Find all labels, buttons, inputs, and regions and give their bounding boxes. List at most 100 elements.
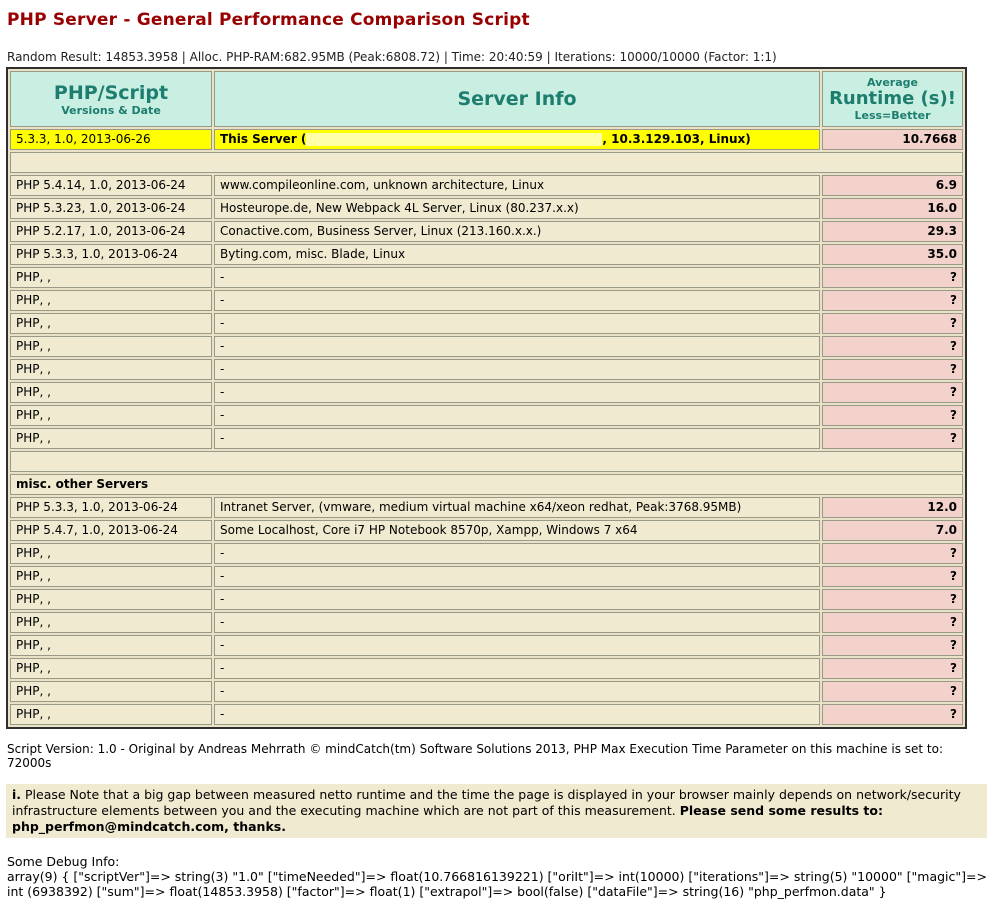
col-header-runtime: Average Runtime (s)! Less=Better — [822, 71, 963, 127]
col-header-server-info-title: Server Info — [457, 88, 577, 110]
php-version-cell: PHP, , — [10, 267, 212, 288]
php-version-cell: PHP, , — [10, 543, 212, 564]
php-version-cell: PHP 5.4.7, 1.0, 2013-06-24 — [10, 520, 212, 541]
redacted-hostname-patch — [306, 133, 603, 146]
col-header-server-info: Server Info — [214, 71, 820, 127]
server-info-cell: - — [214, 635, 820, 656]
php-version-cell: PHP, , — [10, 681, 212, 702]
col-header-php-script-title: PHP/Script — [53, 81, 169, 104]
server-name-suffix: , 10.3.129.103, Linux) — [602, 132, 751, 146]
server-info-cell: - — [214, 612, 820, 633]
php-version-cell: 5.3.3, 1.0, 2013-06-26 — [10, 129, 212, 150]
runtime-cell: ? — [822, 382, 963, 403]
php-version-cell: PHP, , — [10, 313, 212, 334]
runtime-cell: ? — [822, 658, 963, 679]
table-row: PHP 5.3.3, 1.0, 2013-06-24 Byting.com, mi… — [10, 244, 963, 265]
spacer-row — [10, 451, 963, 472]
performance-table: PHP/Script Versions & Date Server Info A… — [6, 67, 967, 729]
php-version-cell: PHP, , — [10, 635, 212, 656]
server-info-cell: - — [214, 658, 820, 679]
php-version-cell: PHP, , — [10, 428, 212, 449]
col-header-php-script-subtitle: Versions & Date — [61, 103, 161, 117]
table-row: PHP, , -? — [10, 382, 963, 403]
page: PHP Server - General Performance Compari… — [6, 10, 987, 899]
php-version-cell: PHP 5.3.23, 1.0, 2013-06-24 — [10, 198, 212, 219]
server-info-cell: - — [214, 543, 820, 564]
table-row: PHP, , -? — [10, 290, 963, 311]
server-info-cell: - — [214, 589, 820, 610]
table-row: PHP, , -? — [10, 612, 963, 633]
php-version-cell: PHP, , — [10, 359, 212, 380]
table-row: PHP 5.3.23, 1.0, 2013-06-24 Hosteurope.de… — [10, 198, 963, 219]
php-version-cell: PHP, , — [10, 382, 212, 403]
table-row: PHP, , -? — [10, 428, 963, 449]
spacer-cell — [10, 451, 963, 472]
runtime-cell: ? — [822, 635, 963, 656]
runtime-cell: ? — [822, 428, 963, 449]
server-info-cell: - — [214, 681, 820, 702]
server-info-cell: - — [214, 359, 820, 380]
server-info-cell: - — [214, 267, 820, 288]
note-body: Please Note that a big gap between measu… — [12, 787, 961, 818]
php-version-cell: PHP 5.3.3, 1.0, 2013-06-24 — [10, 244, 212, 265]
runtime-cell: ? — [822, 359, 963, 380]
table-header-row: PHP/Script Versions & Date Server Info A… — [10, 71, 963, 127]
server-info-cell: - — [214, 704, 820, 725]
runtime-cell: ? — [822, 405, 963, 426]
runtime-cell: 29.3 — [822, 221, 963, 242]
col-header-runtime-subtitle: Less=Better — [854, 109, 931, 122]
table-row: PHP, , -? — [10, 635, 963, 656]
table-row: PHP, , -? — [10, 658, 963, 679]
script-version-line: Script Version: 1.0 - Original by Andrea… — [7, 742, 943, 770]
section-label-row: misc. other Servers — [10, 474, 963, 495]
php-version-cell: PHP, , — [10, 658, 212, 679]
runtime-cell: ? — [822, 267, 963, 288]
runtime-cell: ? — [822, 336, 963, 357]
php-version-cell: PHP 5.4.14, 1.0, 2013-06-24 — [10, 175, 212, 196]
runtime-cell: 6.9 — [822, 175, 963, 196]
table-row: PHP, , -? — [10, 543, 963, 564]
table-row: PHP 5.4.14, 1.0, 2013-06-24 www.compileon… — [10, 175, 963, 196]
table-row: PHP 5.4.7, 1.0, 2013-06-24 Some Localhost… — [10, 520, 963, 541]
runtime-cell: ? — [822, 681, 963, 702]
runtime-cell: ? — [822, 543, 963, 564]
note-box: i. Please Note that a big gap between me… — [6, 784, 987, 838]
table-row: PHP, , -? — [10, 336, 963, 357]
table-row: PHP, , -? — [10, 566, 963, 587]
php-version-cell: PHP 5.2.17, 1.0, 2013-06-24 — [10, 221, 212, 242]
col-header-php-script: PHP/Script Versions & Date — [10, 71, 212, 127]
section-label: misc. other Servers — [10, 474, 963, 495]
page-title: PHP Server - General Performance Compari… — [7, 10, 530, 30]
spacer-cell — [10, 152, 963, 173]
table-row: PHP, , -? — [10, 681, 963, 702]
runtime-cell: ? — [822, 589, 963, 610]
server-info-cell: Some Localhost, Core i7 HP Notebook 8570… — [214, 520, 820, 541]
table-row: PHP, , -? — [10, 704, 963, 725]
table-row: PHP 5.3.3, 1.0, 2013-06-24 Intranet Serve… — [10, 497, 963, 518]
php-version-cell: PHP 5.3.3, 1.0, 2013-06-24 — [10, 497, 212, 518]
php-version-cell: PHP, , — [10, 566, 212, 587]
php-version-cell: PHP, , — [10, 336, 212, 357]
server-info-cell: Intranet Server, (vmware, medium virtual… — [214, 497, 820, 518]
php-version-cell: PHP, , — [10, 704, 212, 725]
spacer-row — [10, 152, 963, 173]
runtime-cell: 7.0 — [822, 520, 963, 541]
table-row: PHP, , -? — [10, 267, 963, 288]
table-body: 5.3.3, 1.0, 2013-06-26 This Server ( , 10.… — [10, 129, 963, 725]
debug-output: array(9) { ["scriptVer"]=> string(3) "1.… — [7, 869, 987, 899]
server-info-cell: Hosteurope.de, New Webpack 4L Server, Li… — [214, 198, 820, 219]
php-version-cell: PHP, , — [10, 589, 212, 610]
server-name-prefix: This Server ( — [220, 132, 307, 146]
server-info-cell: - — [214, 290, 820, 311]
this-server-row: 5.3.3, 1.0, 2013-06-26 This Server ( , 10.… — [10, 129, 963, 150]
table-row: PHP 5.2.17, 1.0, 2013-06-24 Conactive.com… — [10, 221, 963, 242]
note-marker: i. — [12, 787, 22, 802]
debug-label: Some Debug Info: — [7, 854, 120, 869]
server-info-cell: - — [214, 405, 820, 426]
runtime-cell: 16.0 — [822, 198, 963, 219]
php-version-cell: PHP, , — [10, 290, 212, 311]
server-info-cell: Conactive.com, Business Server, Linux (2… — [214, 221, 820, 242]
server-info-cell: - — [214, 566, 820, 587]
col-header-runtime-title: Runtime (s)! — [829, 88, 956, 109]
runtime-cell: 12.0 — [822, 497, 963, 518]
